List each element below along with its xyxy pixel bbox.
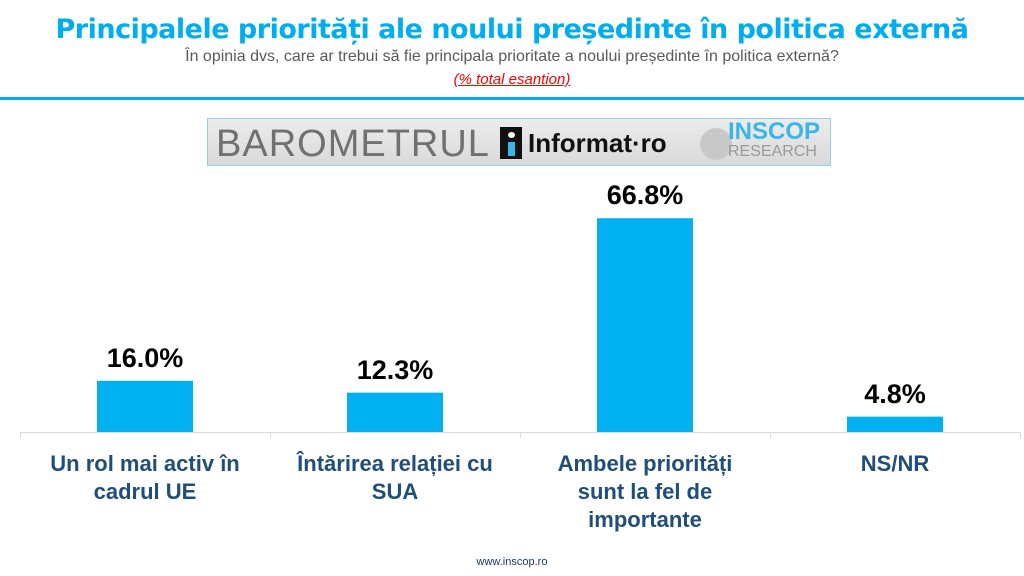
bar <box>347 392 443 432</box>
category-label: Ambele priorități sunt la fel de importa… <box>557 451 733 532</box>
chart-title: Principalele priorități ale noului preșe… <box>55 14 969 45</box>
inscop-text: INSCOP <box>728 118 821 145</box>
chart-subtitle: În opinia dvs, care ar trebui să fie pri… <box>185 48 839 65</box>
category-label: Întărirea relației cu SUA <box>297 451 493 504</box>
footer-url: www.inscop.ro <box>476 556 548 568</box>
barometrul-logo-banner: BAROMETRUL Informat·ro INSCOP RESEARCH <box>207 118 831 166</box>
bar <box>847 416 943 432</box>
informat-text: Informat·ro <box>528 128 667 158</box>
informat-logo-icon <box>500 127 522 159</box>
category-label: Un rol mai activ în cadrul UE <box>50 451 240 504</box>
barometrul-text: BAROMETRUL <box>216 123 490 165</box>
category-label: NS/NR <box>860 451 930 476</box>
bar <box>597 218 693 432</box>
bar <box>97 380 193 432</box>
sample-note: (% total esantion) <box>453 71 571 88</box>
header-divider <box>0 97 1024 100</box>
data-label: 12.3% <box>356 354 434 385</box>
inscop-logo-icon <box>700 128 732 160</box>
data-label: 16.0% <box>106 342 184 373</box>
data-label: 4.8% <box>864 378 926 409</box>
research-text: RESEARCH <box>728 143 817 160</box>
data-label: 66.8% <box>606 180 684 211</box>
